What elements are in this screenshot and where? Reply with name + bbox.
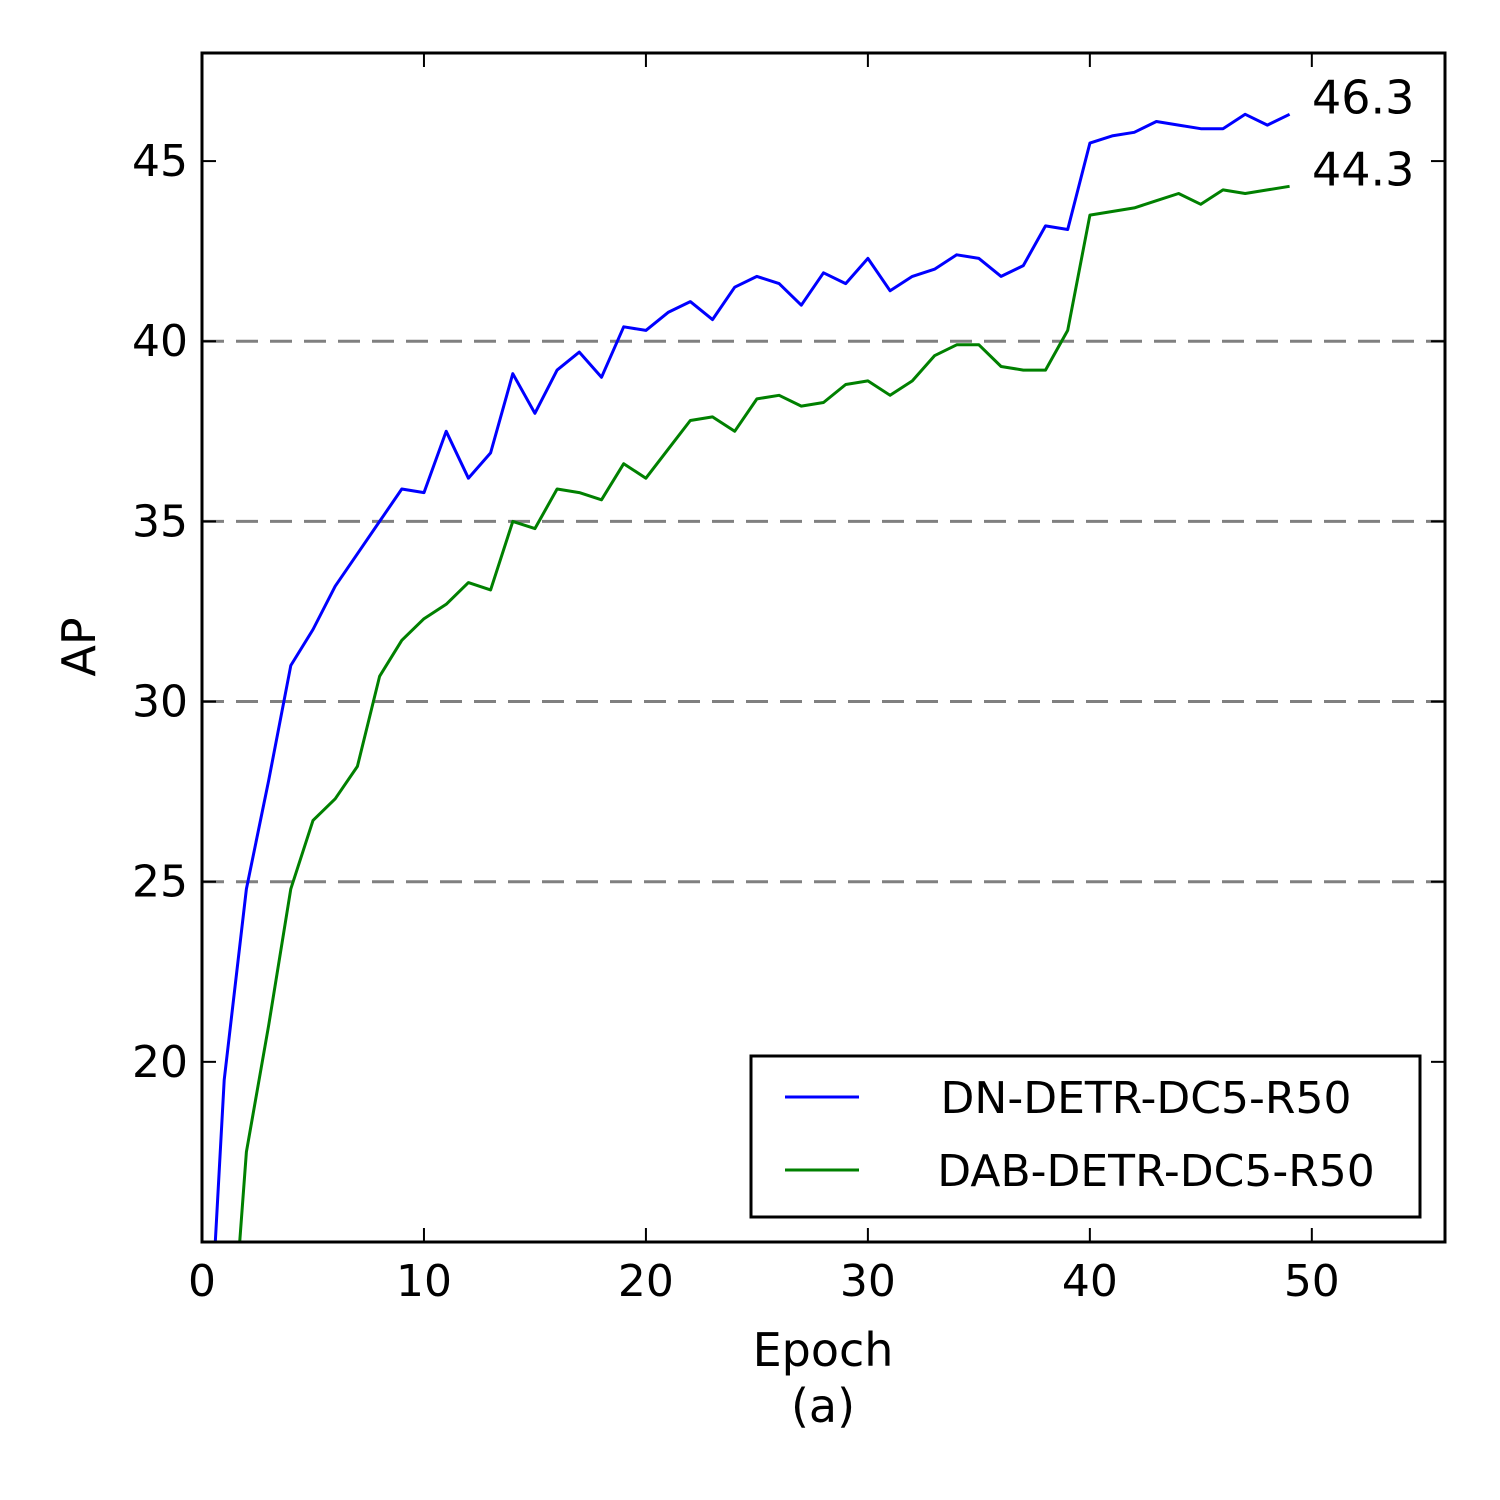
series-line-1 <box>238 184 1290 1243</box>
end-labels: 46.3 44.3 <box>1312 70 1414 196</box>
end-label-1: 44.3 <box>1312 142 1414 196</box>
x-tick-label: 40 <box>1062 1256 1118 1307</box>
legend-label-dn-detr: DN-DETR-DC5-R50 <box>941 1073 1352 1124</box>
y-tick-label: 40 <box>132 316 188 367</box>
legend-box <box>749 1054 1422 1219</box>
plot-frame <box>200 51 1447 1244</box>
y-tick-label: 20 <box>132 1037 188 1088</box>
axis-ticks: 0 10 20 30 40 50 20 25 30 35 40 45 <box>132 53 1445 1307</box>
series-line-0 <box>213 112 1291 1243</box>
y-tick-label: 25 <box>132 857 188 908</box>
x-axis-title: Epoch <box>753 1323 894 1377</box>
series-lines <box>213 112 1291 1243</box>
y-tick-label: 45 <box>132 136 188 187</box>
grid-lines <box>202 339 1445 884</box>
y-tick-label: 30 <box>132 677 188 728</box>
x-tick-label: 30 <box>840 1256 896 1307</box>
x-tick-label: 20 <box>618 1256 674 1307</box>
legend-label-dab-detr: DAB-DETR-DC5-R50 <box>937 1146 1375 1197</box>
y-axis-title: AP <box>52 617 106 676</box>
y-tick-label: 35 <box>132 496 188 547</box>
legend: DN-DETR-DC5-R50 DAB-DETR-DC5-R50 <box>749 1054 1422 1219</box>
figure-caption: (a) <box>791 1379 855 1433</box>
x-tick-label: 10 <box>396 1256 452 1307</box>
end-label-0: 46.3 <box>1312 70 1414 124</box>
x-tick-label: 0 <box>188 1256 216 1307</box>
x-tick-label: 50 <box>1284 1256 1340 1307</box>
